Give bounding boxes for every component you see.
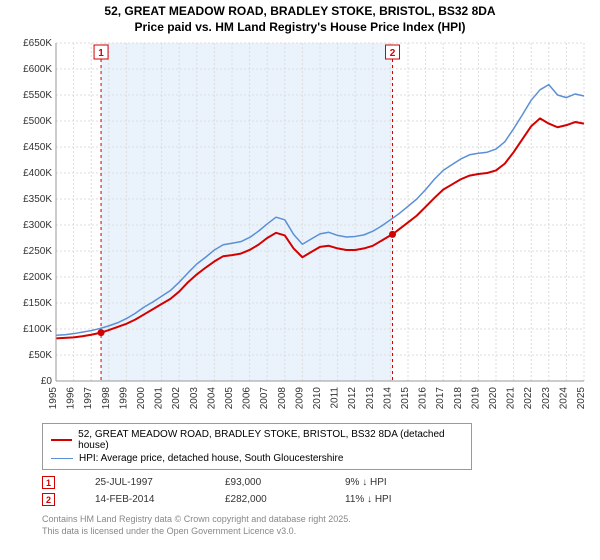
svg-text:£450K: £450K <box>23 142 52 153</box>
svg-text:1998: 1998 <box>101 387 112 410</box>
legend-swatch <box>51 458 73 459</box>
legend-row: 52, GREAT MEADOW ROAD, BRADLEY STOKE, BR… <box>51 428 463 452</box>
svg-text:£50K: £50K <box>29 350 53 361</box>
svg-text:1997: 1997 <box>83 387 94 410</box>
svg-text:1999: 1999 <box>118 387 129 410</box>
svg-text:2006: 2006 <box>242 387 253 410</box>
svg-text:2015: 2015 <box>400 387 411 410</box>
svg-text:£250K: £250K <box>23 246 52 257</box>
price-chart: £0 £50K £100K £150K £200K £250K £300K £350K £400… <box>10 37 590 417</box>
sale-marker-number: 1 <box>42 476 55 489</box>
chart-svg: £0 £50K £100K £150K £200K £250K £300K £350K £400… <box>10 37 590 417</box>
title-line-1: 52, GREAT MEADOW ROAD, BRADLEY STOKE, BR… <box>10 4 590 20</box>
legend-label: 52, GREAT MEADOW ROAD, BRADLEY STOKE, BR… <box>78 429 463 451</box>
svg-text:2019: 2019 <box>470 387 481 410</box>
svg-text:£550K: £550K <box>23 90 52 101</box>
svg-text:2022: 2022 <box>523 387 534 410</box>
svg-text:2013: 2013 <box>365 387 376 410</box>
svg-text:£0: £0 <box>41 376 53 387</box>
svg-text:2010: 2010 <box>312 387 323 410</box>
sales-table: 1 25-JUL-1997£93,0009% ↓ HPI 2 14-FEB-2014£… <box>42 474 590 508</box>
sale-delta: 9% ↓ HPI <box>345 477 465 488</box>
svg-text:2: 2 <box>390 48 396 59</box>
svg-text:2003: 2003 <box>189 387 200 410</box>
sale-row: 1 25-JUL-1997£93,0009% ↓ HPI <box>42 474 590 491</box>
sale-delta: 11% ↓ HPI <box>345 494 465 505</box>
svg-text:2024: 2024 <box>558 387 569 410</box>
svg-text:2008: 2008 <box>277 387 288 410</box>
svg-text:2007: 2007 <box>259 387 270 410</box>
legend-swatch <box>51 439 72 441</box>
svg-text:1995: 1995 <box>48 387 59 410</box>
attribution-footer: Contains HM Land Registry data © Crown c… <box>42 514 590 537</box>
svg-text:£350K: £350K <box>23 194 52 205</box>
svg-text:£200K: £200K <box>23 272 52 283</box>
svg-text:2014: 2014 <box>382 387 393 410</box>
svg-text:£300K: £300K <box>23 220 52 231</box>
title-line-2: Price paid vs. HM Land Registry's House … <box>10 20 590 36</box>
sale-row: 2 14-FEB-2014£282,00011% ↓ HPI <box>42 491 590 508</box>
svg-text:1996: 1996 <box>66 387 77 410</box>
legend-row: HPI: Average price, detached house, Sout… <box>51 452 463 465</box>
svg-text:£100K: £100K <box>23 324 52 335</box>
svg-text:2012: 2012 <box>347 387 358 410</box>
svg-text:2016: 2016 <box>418 387 429 410</box>
svg-text:2009: 2009 <box>294 387 305 410</box>
sale-marker-number: 2 <box>42 493 55 506</box>
svg-text:£150K: £150K <box>23 298 52 309</box>
chart-title: 52, GREAT MEADOW ROAD, BRADLEY STOKE, BR… <box>0 0 600 37</box>
sale-date: 14-FEB-2014 <box>95 494 225 505</box>
sale-price: £93,000 <box>225 477 345 488</box>
svg-text:2025: 2025 <box>576 387 587 410</box>
svg-text:2004: 2004 <box>206 387 217 410</box>
svg-text:2001: 2001 <box>154 387 165 410</box>
footer-line-2: This data is licensed under the Open Gov… <box>42 526 590 538</box>
svg-text:£600K: £600K <box>23 64 52 75</box>
sale-date: 25-JUL-1997 <box>95 477 225 488</box>
svg-text:2017: 2017 <box>435 387 446 410</box>
svg-text:2000: 2000 <box>136 387 147 410</box>
svg-text:2020: 2020 <box>488 387 499 410</box>
svg-text:£400K: £400K <box>23 168 52 179</box>
svg-text:2021: 2021 <box>506 387 517 410</box>
svg-text:2023: 2023 <box>541 387 552 410</box>
svg-text:1: 1 <box>98 48 104 59</box>
footer-line-1: Contains HM Land Registry data © Crown c… <box>42 514 590 526</box>
svg-text:£650K: £650K <box>23 38 52 49</box>
svg-text:2005: 2005 <box>224 387 235 410</box>
svg-text:2018: 2018 <box>453 387 464 410</box>
legend: 52, GREAT MEADOW ROAD, BRADLEY STOKE, BR… <box>42 423 472 470</box>
legend-label: HPI: Average price, detached house, Sout… <box>79 453 343 464</box>
svg-text:2002: 2002 <box>171 387 182 410</box>
sale-price: £282,000 <box>225 494 345 505</box>
svg-text:2011: 2011 <box>330 387 341 409</box>
svg-text:£500K: £500K <box>23 116 52 127</box>
